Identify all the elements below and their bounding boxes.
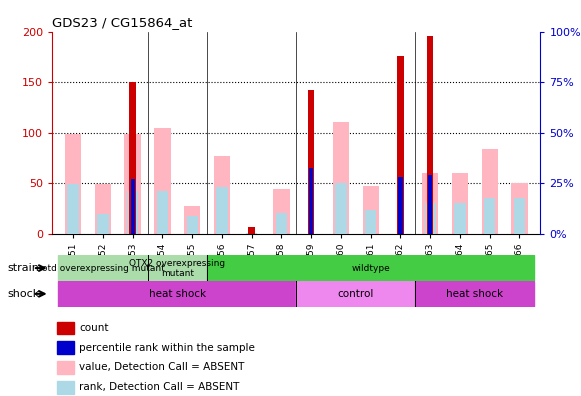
Bar xyxy=(363,186,379,234)
Bar xyxy=(428,175,432,234)
Bar xyxy=(427,36,433,234)
Bar xyxy=(124,134,141,234)
Bar xyxy=(214,156,230,234)
Text: rank, Detection Call = ABSENT: rank, Detection Call = ABSENT xyxy=(79,382,239,392)
Bar xyxy=(273,189,289,234)
Text: heat shock: heat shock xyxy=(446,289,503,299)
Bar xyxy=(246,232,257,234)
Text: heat shock: heat shock xyxy=(149,289,206,299)
Bar xyxy=(148,255,207,281)
Bar xyxy=(308,90,314,234)
Bar xyxy=(58,281,296,307)
Text: percentile rank within the sample: percentile rank within the sample xyxy=(79,343,255,353)
Bar xyxy=(397,56,404,234)
Bar xyxy=(65,134,81,234)
Bar xyxy=(95,184,111,234)
Bar xyxy=(207,255,535,281)
Bar xyxy=(415,281,535,307)
Bar xyxy=(296,281,415,307)
Bar xyxy=(484,198,496,234)
Bar xyxy=(67,184,79,234)
Bar xyxy=(216,187,228,234)
Bar xyxy=(249,227,255,234)
Text: OTX2 overexpressing
mutant: OTX2 overexpressing mutant xyxy=(129,259,225,278)
Bar xyxy=(57,341,74,354)
Text: count: count xyxy=(79,323,109,333)
Bar xyxy=(276,213,287,234)
Bar xyxy=(154,128,171,234)
Text: value, Detection Call = ABSENT: value, Detection Call = ABSENT xyxy=(79,362,245,373)
Bar xyxy=(399,177,403,234)
Bar xyxy=(58,255,148,281)
Bar xyxy=(309,168,313,234)
Bar xyxy=(157,191,168,234)
Bar xyxy=(511,183,528,234)
Bar xyxy=(57,361,74,374)
Bar xyxy=(482,149,498,234)
Text: wildtype: wildtype xyxy=(352,264,390,273)
Bar xyxy=(127,191,138,234)
Bar xyxy=(514,198,525,234)
Bar xyxy=(454,204,465,234)
Text: otd overexpressing mutant: otd overexpressing mutant xyxy=(41,264,164,273)
Bar xyxy=(131,179,135,234)
Text: GDS23 / CG15864_at: GDS23 / CG15864_at xyxy=(52,16,193,29)
Bar xyxy=(130,82,136,234)
Bar xyxy=(365,210,376,234)
Bar xyxy=(57,381,74,394)
Text: strain: strain xyxy=(7,263,39,274)
Text: control: control xyxy=(338,289,374,299)
Bar xyxy=(97,215,109,234)
Bar xyxy=(184,206,200,234)
Bar xyxy=(187,217,198,234)
Bar xyxy=(452,173,468,234)
Bar xyxy=(57,322,74,334)
Bar xyxy=(333,122,349,234)
Bar xyxy=(335,183,347,234)
Text: shock: shock xyxy=(7,289,40,299)
Bar xyxy=(422,173,439,234)
Bar xyxy=(425,204,436,234)
